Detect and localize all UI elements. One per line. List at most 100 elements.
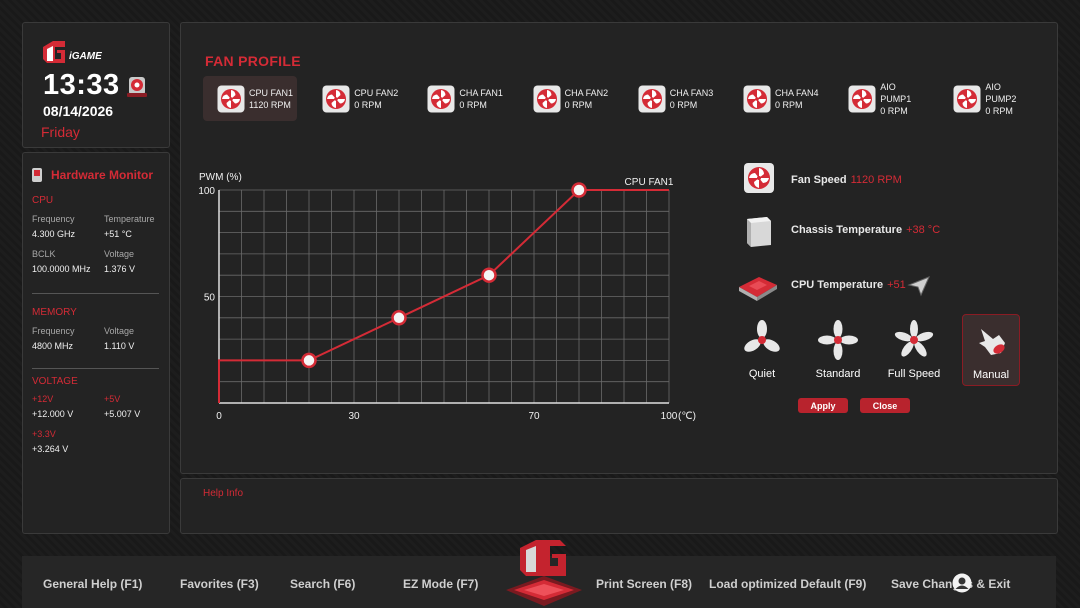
general-help-button[interactable]: General Help (F1) [43,577,143,591]
monitor-icon [32,168,42,182]
fan-tab-aio-pump1[interactable]: AIO PUMP1 0 RPM [834,76,928,121]
curve-point-handle[interactable] [481,267,497,283]
cpu-temperature-label: Temperature [104,214,155,224]
fan-tab-name: CHA FAN3 [669,87,714,98]
memory-voltage-label: Voltage [104,326,135,336]
mode-manual-button[interactable]: Manual [962,314,1020,386]
fan-icon [322,85,350,112]
bclk-label: BCLK [32,249,56,259]
fan-tab-cha-fan1[interactable]: CHA FAN1 0 RPM [413,76,507,121]
user-profile-icon[interactable] [952,573,972,593]
fan-blade-icon [894,320,934,357]
fan-icon [217,85,245,112]
fan-tab-name: CHA FAN2 [564,87,609,98]
series-label: CPU FAN1 [625,177,674,188]
hardware-monitor-label: Hardware Monitor [51,168,154,182]
fan-icon [848,85,876,112]
fan-profile-panel: FAN PROFILE CPU FAN1 1120 RPM CPU FAN2 0 RP… [180,22,1058,474]
save-changes-exit-button[interactable]: Save Changes & Exit [891,577,1011,591]
x-tick-label: 70 [528,411,540,422]
fan-tab-rpm: 0 RPM [880,105,908,116]
mode-standard-label: Standard [815,368,861,380]
search-button[interactable]: Search (F6) [290,577,356,591]
v33-label: +3.3V [32,429,56,439]
bclk-value: 100.0000 MHz [32,264,91,274]
curve-point-handle[interactable] [391,310,407,326]
fan-tab-rpm: 0 RPM [985,105,1013,116]
fan-speed-value: 1120 RPM [850,174,902,186]
mouse-cursor-icon [907,276,930,297]
apply-button[interactable]: Apply [798,398,848,413]
cpu-chip-icon [739,277,777,301]
mode-standard-button[interactable]: Standard [810,314,866,384]
fan-tab-name: AIO PUMP1 [880,81,912,104]
chassis-temperature-label: Chassis Temperature [791,224,903,236]
cpu-frequency-value: 4.300 GHz [32,229,76,239]
fan-tab-rpm: 1120 RPM [249,99,291,110]
mode-full-speed-button[interactable]: Full Speed [886,314,942,384]
v33-value: +3.264 V [32,444,69,454]
fan-tab-cha-fan3[interactable]: CHA FAN3 0 RPM [624,76,718,121]
fan-tab-name: CHA FAN4 [775,87,819,98]
curve-point-handle[interactable] [301,352,317,369]
hardware-monitor-panel: Hardware Monitor CPU Frequency Temperatu… [22,152,170,534]
fan-icon [638,85,666,112]
fan-speed-label: Fan Speed [791,174,847,186]
fan-icon [743,85,771,112]
memory-frequency-value: 4800 MHz [32,341,74,351]
fan-tab-cpu-fan1[interactable]: CPU FAN1 1120 RPM [203,76,297,121]
clock-panel: iGAME 13:33 08/14/2026 Friday [22,22,170,148]
fan-tab-cha-fan2[interactable]: CHA FAN2 0 RPM [519,76,613,121]
mode-quiet-button[interactable]: Quiet [734,314,790,384]
svg-text:iGAME: iGAME [69,51,102,62]
mode-quiet-label: Quiet [748,368,776,380]
help-info-panel: Help Info [180,478,1058,534]
clock-time: 13:33 [43,69,120,101]
x-tick-label: 30 [348,411,360,422]
y-axis-label: PWM (%) [199,172,242,183]
chassis-icon [747,217,771,247]
clock-day: Friday [41,124,80,140]
fan-tab-rpm: 0 RPM [354,99,382,110]
fan-profile-title: FAN PROFILE [205,53,301,69]
cpu-voltage-label: Voltage [104,249,135,259]
fan-tab-name: AIO PUMP2 [985,81,1017,104]
cpu-section-title: CPU [32,195,54,206]
print-screen-button[interactable]: Print Screen (F8) [596,577,693,591]
fan-tab-rpm: 0 RPM [564,99,593,110]
fan-tab-name: CHA FAN1 [459,87,503,98]
fan-icon [533,85,561,112]
memory-frequency-label: Frequency [32,326,75,336]
cpu-voltage-value: 1.376 V [104,264,136,274]
close-button[interactable]: Close [860,398,910,413]
x-tick-label: 0 [216,411,222,422]
fan-tab-rpm: 0 RPM [669,99,698,110]
mode-full-speed-label: Full Speed [887,368,941,380]
curve-point-handle[interactable] [571,182,587,198]
fan-tab-cpu-fan2[interactable]: CPU FAN2 0 RPM [308,76,402,121]
fan-blade-icon [818,320,858,360]
fan-curve-chart[interactable]: 0 30 70 100 50 100 PWM (%) (℃) CPU FAN1 [181,23,741,433]
fan-tab-aio-pump2[interactable]: AIO PUMP2 0 RPM [939,76,1033,121]
x-axis-unit-label: (℃) [678,411,696,422]
y-tick-label: 50 [204,293,216,304]
hand-pointer-icon [979,329,1005,355]
fan-tab-name: CPU FAN2 [354,87,399,98]
help-info-title: Help Info [203,488,244,499]
memory-voltage-value: 1.110 V [104,341,135,351]
fan-tab-rpm: 0 RPM [775,99,803,110]
ez-mode-button[interactable]: EZ Mode (F7) [403,577,479,591]
fan-tab-cha-fan4[interactable]: CHA FAN4 0 RPM [729,76,823,121]
favorites-button[interactable]: Favorites (F3) [180,577,259,591]
fan-speed-row: Fan Speed 1120 RPM [791,174,902,186]
mode-manual-label: Manual [972,369,1010,381]
fan-tab-rpm: 0 RPM [459,99,487,110]
v12-label: +12V [32,394,54,404]
cpu-temperature-label: CPU Temperature [791,279,884,291]
fan-blade-icon [744,320,780,352]
fan-speed-icon [744,163,774,193]
divider [32,293,159,294]
v12-value: +12.000 V [32,409,74,419]
load-optimized-default-button[interactable]: Load optimized Default (F9) [709,577,867,591]
fan-icon [427,85,455,112]
